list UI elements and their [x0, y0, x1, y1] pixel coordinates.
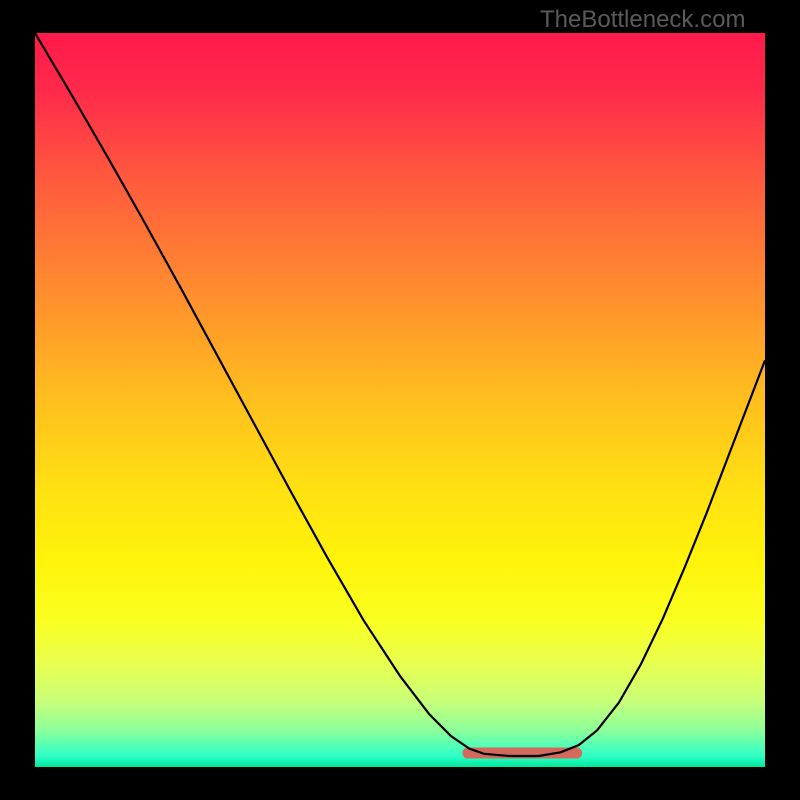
plot-area	[35, 33, 765, 767]
chart-container: TheBottleneck.com	[0, 0, 800, 800]
curve-layer	[35, 33, 765, 767]
watermark-text: TheBottleneck.com	[540, 6, 745, 34]
bottleneck-curve	[35, 33, 765, 756]
